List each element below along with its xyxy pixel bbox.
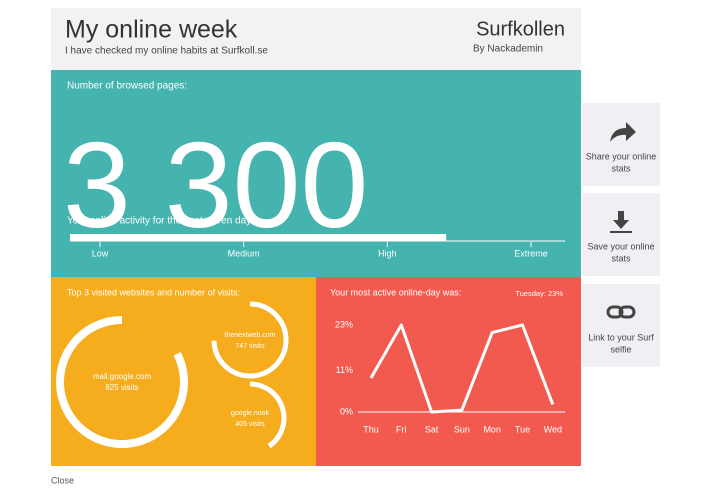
x-tick-label: Sun: [454, 424, 470, 434]
day-highlight: Tuesday: 23%: [515, 289, 563, 298]
level-label: Medium: [228, 248, 260, 258]
button-label: stats: [611, 163, 631, 173]
x-tick-label: Fri: [396, 424, 407, 434]
subtitle: I have checked my online habits at Surfk…: [65, 46, 268, 57]
link-icon: [606, 305, 624, 319]
logo: Surfkollen: [476, 18, 565, 40]
button-bg: [582, 103, 660, 186]
x-tick-label: Wed: [544, 424, 562, 434]
visit-arc: [56, 316, 188, 448]
close-button[interactable]: Close: [51, 475, 74, 485]
button-bg: [582, 284, 660, 367]
site-name: google.nook: [231, 410, 270, 417]
save-button[interactable]: Save your online stats: [582, 193, 660, 276]
share-button[interactable]: Share your online stats: [582, 103, 660, 186]
x-tick-label: Mon: [483, 424, 501, 434]
button-bg: [582, 193, 660, 276]
button-label: Link to your Surf: [588, 332, 654, 342]
header: [51, 8, 581, 70]
x-tick-label: Thu: [363, 424, 379, 434]
visit-arc: [249, 381, 287, 449]
link-icon: [618, 305, 636, 319]
site-name: thenextweb.com: [225, 332, 276, 339]
y-tick-label: 0%: [340, 406, 353, 416]
activity-label: Your online activity for the past seven …: [67, 216, 259, 227]
level-label: High: [378, 248, 397, 258]
site-name: mail.google.com: [93, 372, 152, 381]
site-visits: 825 visits: [105, 383, 138, 392]
websites-label: Top 3 visited websites and number of vis…: [67, 287, 240, 297]
save-icon: [610, 211, 632, 233]
pages-label: Number of browsed pages:: [67, 81, 187, 92]
visit-arc: [211, 301, 289, 379]
activity-bar: [70, 234, 447, 241]
share-icon: [610, 122, 636, 142]
link-button[interactable]: Link to your Surf selfie: [582, 284, 660, 367]
x-tick-label: Tue: [515, 424, 530, 434]
pages-value: 3 300: [63, 117, 368, 253]
pages-panel: [51, 70, 581, 277]
day-label: Your most active online-day was:: [330, 287, 461, 297]
level-label: Low: [92, 248, 109, 258]
button-label: Share your online: [586, 151, 657, 161]
logo-sub: By Nackademin: [473, 44, 543, 55]
y-tick-label: 23%: [335, 319, 353, 329]
button-label: selfie: [610, 344, 631, 354]
y-tick-label: 11%: [336, 365, 353, 375]
site-visits: 405 visits: [235, 421, 265, 428]
button-label: Save your online: [587, 241, 654, 251]
day-line: [369, 323, 555, 414]
site-visits: 747 visits: [235, 343, 265, 350]
button-label: stats: [611, 253, 631, 263]
title: My online week: [65, 16, 238, 44]
day-panel: [316, 277, 581, 466]
x-tick-label: Sat: [425, 424, 439, 434]
level-label: Extreme: [514, 248, 548, 258]
